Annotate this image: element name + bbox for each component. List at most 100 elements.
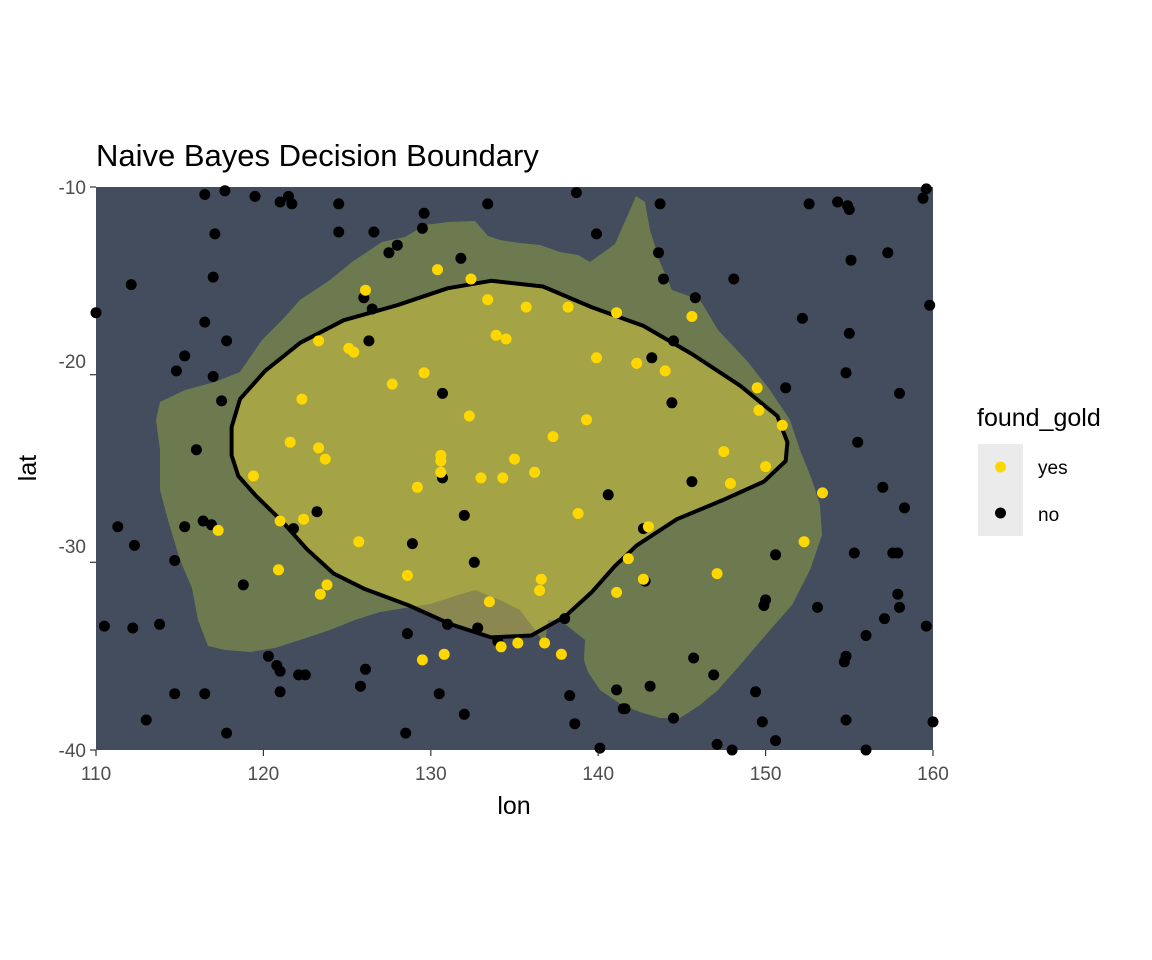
point-no (602, 489, 614, 501)
point-yes (463, 410, 475, 422)
point-no (468, 556, 480, 568)
point-no (654, 198, 666, 210)
point-yes (284, 436, 296, 448)
points-yes (212, 264, 828, 666)
point-yes (817, 487, 828, 499)
point-no (433, 688, 445, 700)
point-no (199, 688, 211, 700)
legend: found_gold yes no (977, 404, 1101, 536)
point-yes (529, 466, 541, 478)
point-no (832, 196, 844, 208)
point-no (154, 618, 166, 630)
point-no (728, 273, 740, 285)
point-no (860, 630, 872, 641)
point-no (756, 716, 768, 728)
point-yes (500, 333, 512, 345)
point-no (333, 226, 345, 238)
point-no (366, 303, 378, 315)
legend-swatch-no (995, 507, 1006, 519)
point-yes (718, 446, 730, 458)
y-axis: -10 -20 -30 -40 lat (14, 178, 96, 762)
point-yes (659, 365, 671, 377)
legend-label-yes: yes (1038, 458, 1068, 479)
point-no (216, 395, 228, 407)
point-no (237, 579, 249, 591)
point-no (199, 316, 211, 328)
point-no (882, 247, 894, 259)
point-yes (686, 311, 698, 322)
point-no (472, 622, 484, 634)
point-no (179, 350, 191, 362)
point-no (860, 744, 872, 756)
point-no (803, 198, 815, 210)
point-no (249, 190, 261, 202)
point-yes (572, 508, 584, 519)
point-yes (435, 466, 447, 478)
x-axis: 110 120 130 140 150 160 lon (81, 750, 949, 820)
point-no (611, 684, 623, 696)
point-yes (483, 596, 495, 608)
point-yes (642, 521, 654, 533)
point-no (197, 515, 209, 527)
point-yes (711, 568, 723, 580)
point-no (843, 327, 855, 339)
point-yes (313, 442, 325, 454)
point-no (899, 502, 910, 514)
point-yes (247, 470, 259, 482)
point-no (169, 555, 181, 566)
point-yes (631, 357, 643, 369)
point-yes (321, 579, 333, 591)
point-yes (438, 648, 450, 660)
point-no (688, 652, 700, 664)
point-no (892, 588, 904, 600)
point-no (169, 688, 181, 700)
point-yes (418, 367, 430, 379)
point-no (927, 716, 939, 728)
point-no (591, 228, 602, 240)
point-yes (509, 453, 520, 465)
point-yes (760, 461, 772, 473)
point-yes (753, 404, 765, 416)
point-no (170, 365, 182, 377)
point-no (406, 538, 418, 550)
y-tick-label: -10 (59, 178, 86, 199)
point-yes (724, 478, 736, 489)
point-no (209, 228, 221, 240)
y-axis-title: lat (14, 455, 42, 481)
point-yes (581, 414, 592, 426)
point-no (840, 367, 852, 379)
point-no (190, 444, 202, 456)
point-yes (512, 637, 524, 649)
point-yes (353, 536, 365, 548)
point-no (112, 521, 124, 533)
point-no (569, 718, 581, 730)
point-no (711, 738, 723, 750)
point-no (917, 192, 929, 204)
point-no (920, 620, 932, 632)
x-tick-label: 130 (415, 764, 447, 785)
y-tick-label: -20 (59, 352, 86, 373)
point-no (179, 521, 191, 533)
point-no (843, 204, 855, 215)
point-yes (497, 472, 509, 484)
point-yes (435, 455, 447, 467)
point-yes (539, 637, 551, 649)
point-no (288, 523, 299, 535)
point-yes (360, 284, 371, 296)
point-yes (313, 335, 325, 347)
point-yes (475, 472, 487, 484)
y-tick-label: -40 (59, 741, 86, 762)
point-no (311, 506, 323, 518)
point-yes (637, 573, 649, 585)
legend-title: found_gold (977, 404, 1101, 432)
point-yes (535, 573, 547, 585)
point-yes (274, 515, 286, 527)
point-yes (776, 419, 788, 431)
x-tick-label: 160 (917, 764, 949, 785)
point-no (770, 549, 782, 561)
point-yes (611, 586, 623, 598)
point-no (564, 690, 576, 702)
point-no (333, 198, 345, 210)
point-no (780, 382, 792, 394)
point-yes (547, 431, 559, 443)
